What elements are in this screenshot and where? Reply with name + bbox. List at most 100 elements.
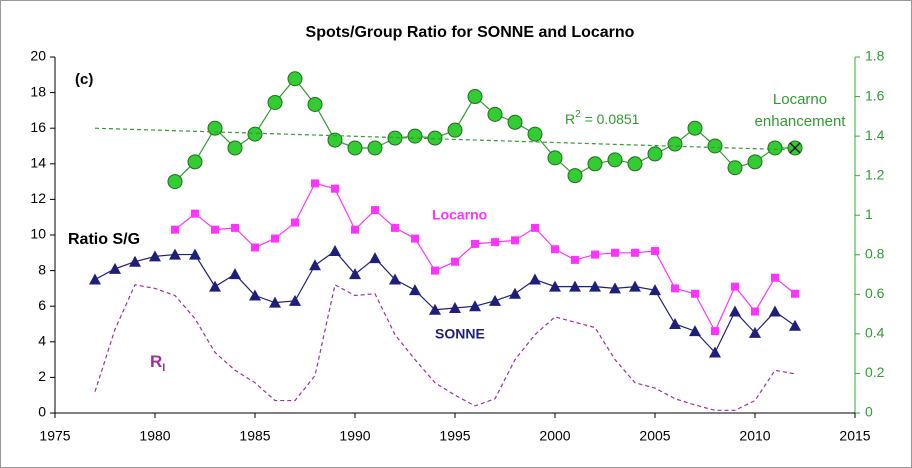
marker: [729, 305, 741, 317]
last-point-cross: [789, 142, 801, 154]
marker: [691, 289, 699, 298]
marker: [187, 154, 203, 170]
marker: [731, 282, 739, 291]
marker: [189, 248, 201, 260]
marker: [211, 225, 219, 234]
marker: [549, 280, 561, 292]
series-line: [94, 127, 796, 151]
marker: [251, 243, 259, 252]
marker: [307, 96, 323, 112]
marker: [371, 206, 379, 215]
marker: [649, 284, 661, 296]
marker: [331, 184, 339, 193]
marker: [529, 273, 541, 285]
y-tick-label: 16: [30, 119, 46, 135]
series-label: Locarno: [432, 207, 487, 223]
marker: [511, 236, 519, 245]
marker: [609, 282, 621, 294]
x-tick-label: 2015: [839, 428, 870, 444]
marker: [651, 247, 659, 256]
marker: [129, 255, 141, 267]
marker: [627, 156, 643, 172]
marker: [269, 296, 281, 308]
marker: [551, 245, 559, 254]
marker: [567, 168, 583, 184]
marker: [789, 319, 801, 331]
label-part: R: [565, 111, 575, 127]
marker: [669, 318, 681, 329]
series-label: R2 = 0.0851: [565, 109, 640, 127]
marker: [707, 138, 723, 154]
marker: [749, 326, 761, 338]
y2-tick-label: 1.8: [865, 48, 885, 64]
marker: [507, 114, 523, 130]
y-tick-label: 8: [38, 261, 46, 277]
x-tick-label: 1980: [139, 428, 170, 444]
marker: [569, 280, 581, 292]
marker: [369, 252, 381, 264]
y-tick-label: 20: [30, 48, 46, 64]
marker: [711, 327, 719, 336]
marker: [227, 140, 243, 156]
y-tick-label: 10: [30, 226, 46, 242]
marker: [431, 266, 439, 275]
x-tick-label: 2005: [639, 428, 670, 444]
marker: [289, 294, 301, 306]
label-part: 2: [575, 109, 581, 120]
marker: [689, 325, 701, 337]
marker: [347, 140, 363, 156]
marker: [207, 120, 223, 136]
y-tick-label: 12: [30, 190, 46, 206]
marker: [489, 294, 501, 306]
y-tick-label: 14: [30, 155, 46, 171]
y2-tick-label: 0.2: [865, 364, 885, 380]
marker: [249, 289, 261, 301]
marker: [267, 94, 283, 110]
marker: [667, 136, 683, 152]
x-tick-label: 1975: [39, 428, 70, 444]
marker: [309, 259, 321, 271]
x-tick-label: 1985: [239, 428, 270, 444]
marker: [171, 225, 179, 234]
marker: [607, 152, 623, 168]
marker: [209, 280, 221, 292]
marker: [771, 273, 779, 282]
marker: [531, 223, 539, 232]
marker: [149, 250, 161, 262]
x-tick-label: 2010: [739, 428, 770, 444]
marker: [291, 218, 299, 227]
marker: [671, 284, 679, 293]
marker: [791, 289, 799, 298]
panel-label: (c): [75, 71, 93, 88]
label-part: = 0.0851: [581, 111, 640, 127]
series-line: [94, 283, 796, 411]
marker: [547, 150, 563, 166]
marker: [631, 248, 639, 257]
x-tick-label: 2000: [539, 428, 570, 444]
marker: [329, 245, 341, 257]
marker: [191, 209, 199, 218]
marker: [427, 130, 443, 146]
marker: [451, 257, 459, 266]
marker: [327, 132, 343, 148]
marker: [449, 301, 461, 313]
y-tick-label: 18: [30, 83, 46, 99]
marker: [629, 280, 641, 292]
marker: [589, 280, 601, 292]
marker: [169, 248, 181, 260]
marker: [311, 179, 319, 188]
marker: [247, 126, 263, 142]
x-tick-label: 1990: [339, 428, 370, 444]
marker: [467, 89, 483, 105]
chart-title: Spots/Group Ratio for SONNE and Locarno: [306, 24, 635, 41]
marker: [767, 140, 783, 156]
marker: [389, 273, 401, 285]
marker: [387, 130, 403, 146]
marker: [471, 239, 479, 248]
marker: [447, 122, 463, 138]
marker: [751, 307, 759, 316]
y-label: Ratio S/G: [68, 231, 140, 248]
marker: [687, 120, 703, 136]
marker: [571, 255, 579, 264]
